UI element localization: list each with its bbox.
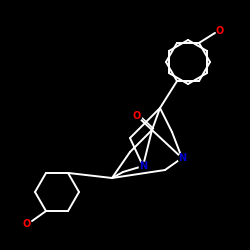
Text: N: N [178,153,186,163]
Text: O: O [133,111,141,121]
Text: O: O [216,26,224,36]
Text: O: O [23,219,31,229]
Text: N: N [139,161,147,171]
